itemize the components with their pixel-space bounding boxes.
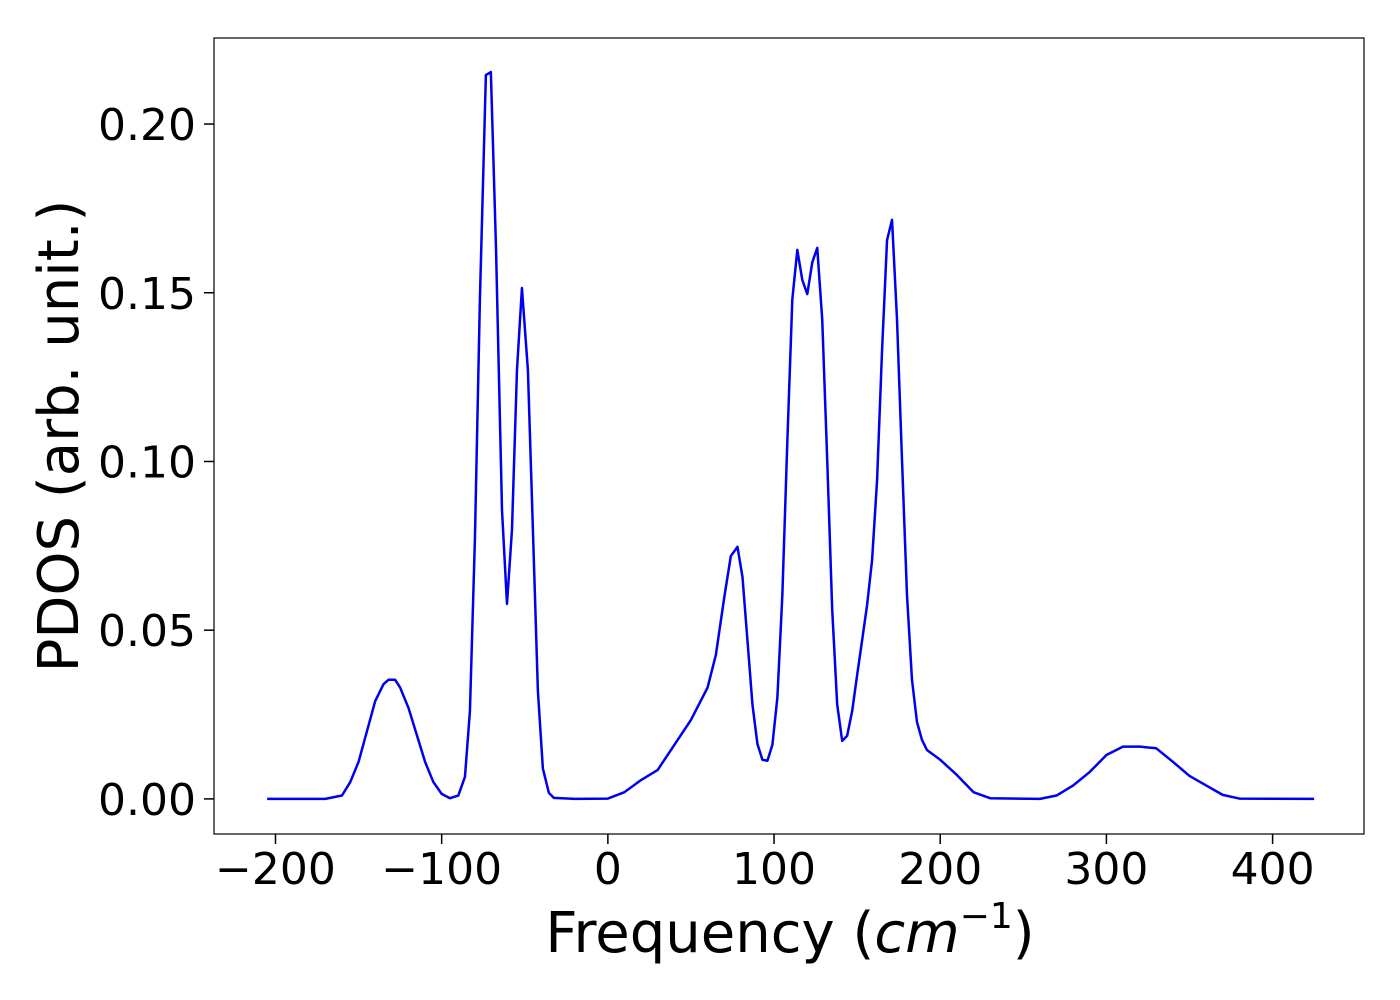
- x-tick-label: 300: [1064, 844, 1148, 895]
- y-axis-label: PDOS (arb. unit.): [27, 200, 92, 673]
- y-tick-label: 0.15: [98, 269, 196, 320]
- plot-frame: [213, 37, 1365, 835]
- data-line: [267, 70, 1315, 801]
- y-tick-label: 0.20: [98, 100, 196, 151]
- x-label-math: cm: [874, 901, 959, 966]
- x-label-sup: −1: [960, 896, 1013, 937]
- x-tick-label: −200: [215, 844, 336, 895]
- x-tick-label: 400: [1231, 844, 1315, 895]
- x-tick-label: 0: [594, 844, 622, 895]
- y-tick-label: 0.10: [98, 437, 196, 488]
- x-axis-label: Frequency (cm−1): [545, 896, 1034, 966]
- x-label-text: Frequency (: [545, 901, 874, 966]
- x-tick-label: 200: [898, 844, 982, 895]
- y-tick-label: 0.00: [98, 775, 196, 826]
- x-label-end: ): [1013, 901, 1035, 966]
- y-tick-label: 0.05: [98, 606, 196, 657]
- x-tick-label: −100: [381, 844, 502, 895]
- x-tick-label: 100: [732, 844, 816, 895]
